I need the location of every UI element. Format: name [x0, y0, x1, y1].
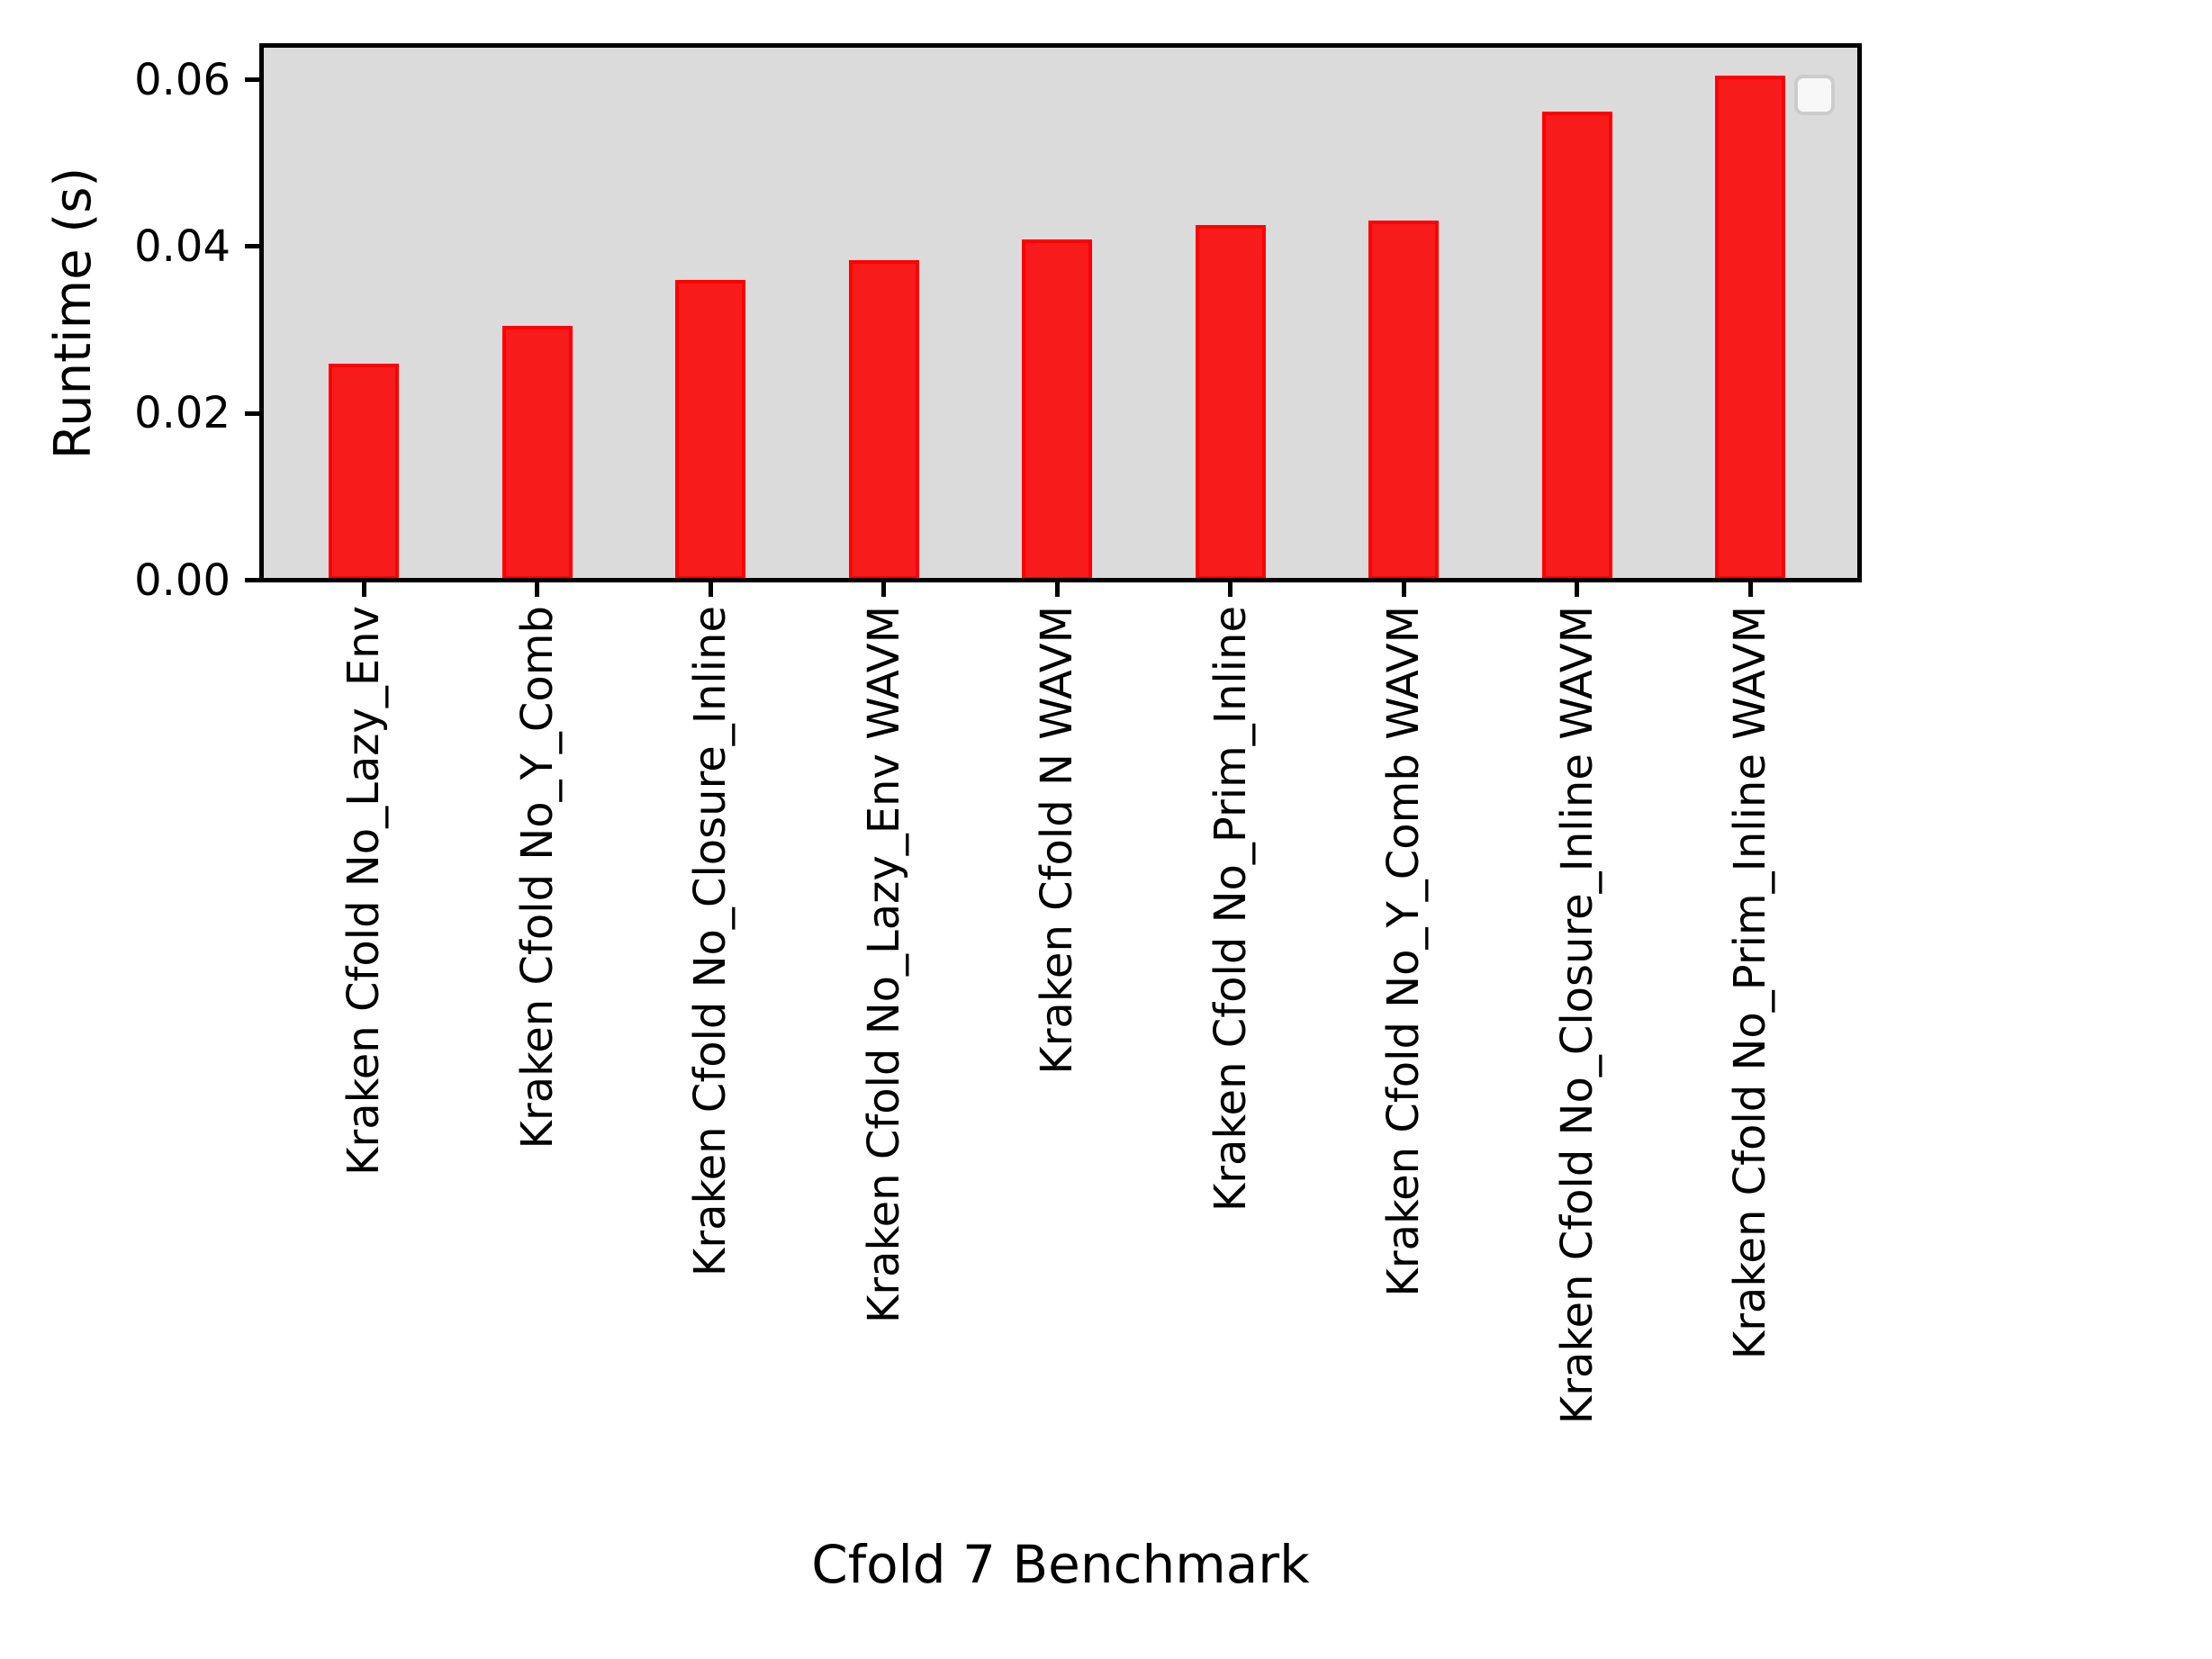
x-tick-label: Kraken Cfold No_Prim_Inline	[1205, 606, 1256, 1213]
x-tick-label: Kraken Cfold No_Y_Comb WAVM	[1378, 606, 1429, 1297]
y-tick	[245, 244, 259, 249]
bar	[1022, 239, 1092, 581]
x-tick	[1747, 582, 1753, 597]
x-axis-title: Cfold 7 Benchmark	[811, 1534, 1310, 1595]
x-tick-label: Kraken Cfold No_Closure_Inline	[685, 606, 736, 1277]
bar	[1368, 221, 1439, 581]
y-tick-label: 0.00	[134, 555, 230, 606]
bar	[501, 325, 573, 581]
x-tick	[361, 582, 366, 597]
x-tick	[1575, 582, 1579, 597]
x-tick	[708, 582, 713, 597]
x-tick-label: Kraken Cfold No_Y_Comb	[511, 606, 563, 1150]
x-tick-label: Kraken Cfold No_Prim_Inline WAVM	[1725, 606, 1775, 1360]
y-tick	[245, 578, 259, 582]
bar	[1195, 224, 1266, 581]
y-axis-title: Runtime (s)	[44, 167, 103, 460]
y-tick	[245, 410, 259, 416]
x-tick	[1228, 582, 1232, 597]
x-tick-label: Kraken Cfold No_Lazy_Env	[339, 606, 389, 1176]
x-tick	[881, 582, 886, 597]
bar	[848, 259, 919, 581]
legend-box	[1794, 75, 1835, 115]
x-tick	[1401, 582, 1406, 597]
x-tick-label: Kraken Cfold No_Lazy_Env WAVM	[858, 606, 909, 1324]
bar	[1715, 75, 1785, 581]
x-tick	[1054, 582, 1060, 597]
x-tick	[535, 582, 539, 597]
x-tick-label: Kraken Cfold N WAVM	[1032, 606, 1082, 1075]
y-tick-label: 0.04	[134, 221, 230, 272]
y-tick-label: 0.02	[134, 388, 230, 439]
bar	[329, 363, 399, 581]
y-tick	[245, 77, 259, 82]
x-tick-label: Kraken Cfold No_Closure_Inline WAVM	[1551, 606, 1603, 1425]
bar	[675, 279, 745, 581]
y-tick-label: 0.06	[134, 54, 230, 105]
bar	[1541, 111, 1612, 581]
